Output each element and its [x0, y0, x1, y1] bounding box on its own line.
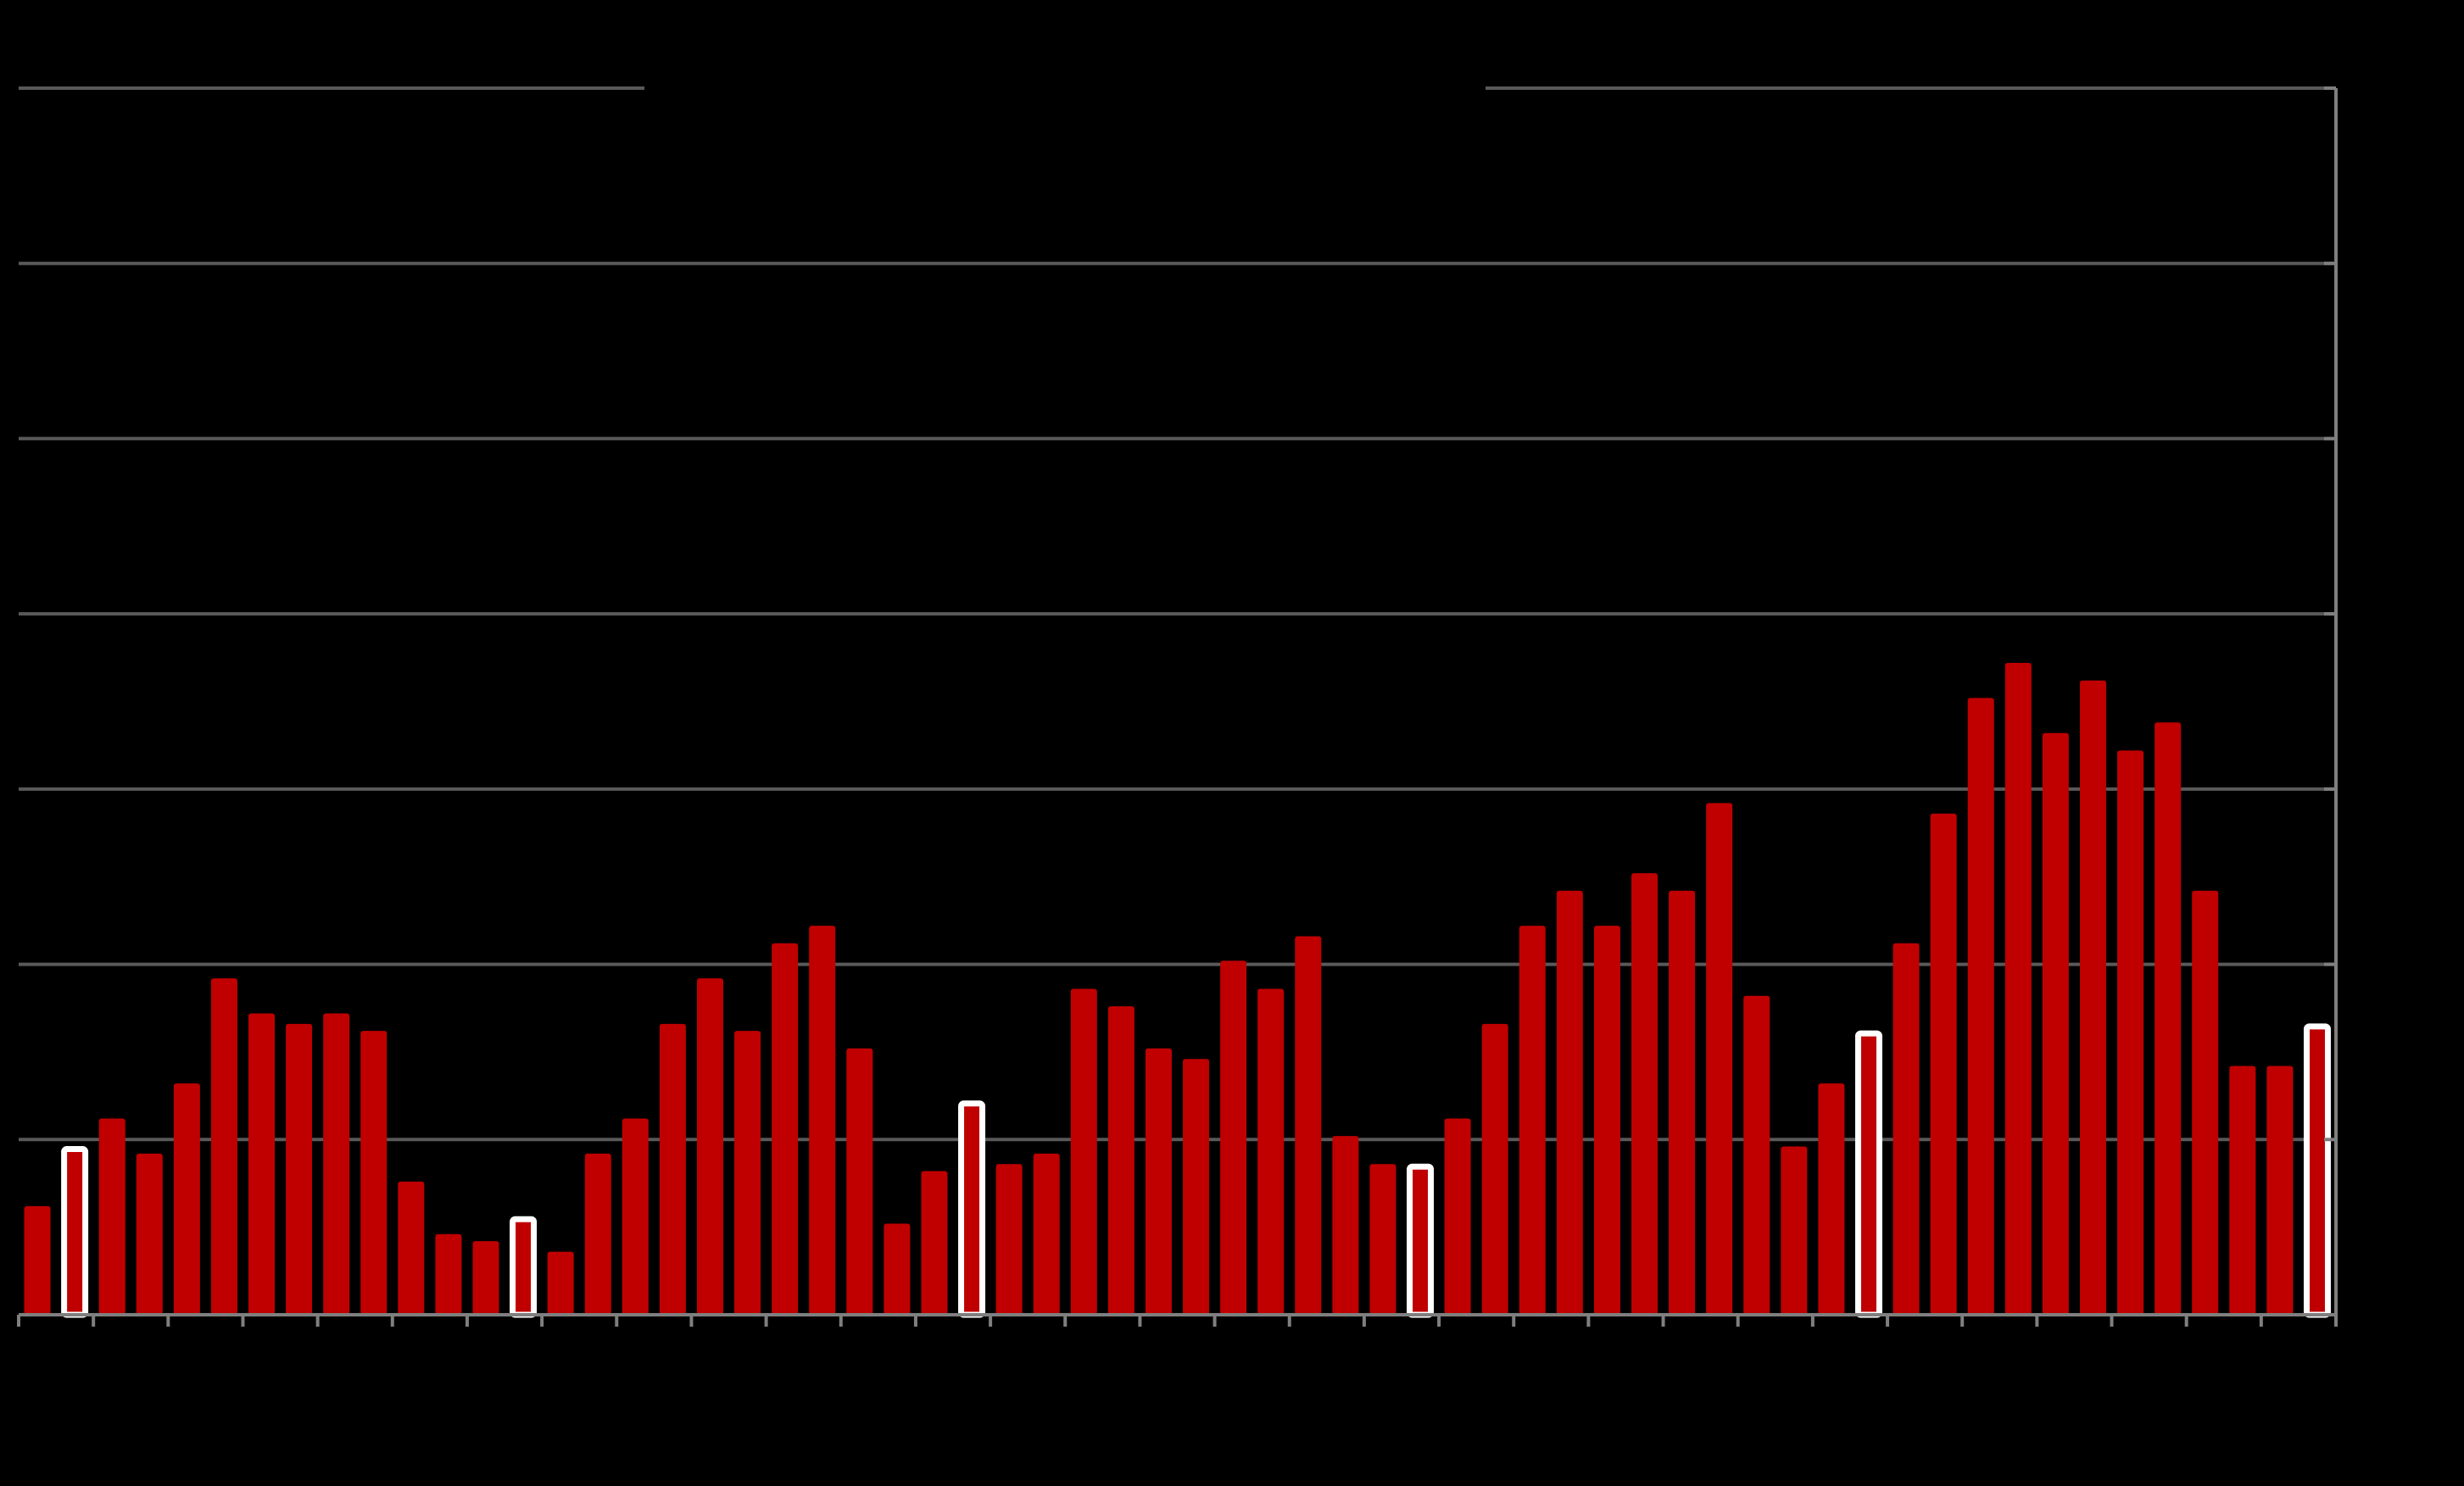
bar	[2192, 890, 2219, 1315]
bar	[472, 1241, 499, 1315]
bar	[1930, 813, 1957, 1315]
bar	[2004, 663, 2032, 1315]
bar	[1669, 890, 1696, 1315]
bar	[24, 1205, 51, 1315]
bar	[809, 926, 836, 1315]
bar	[248, 1013, 276, 1315]
bar	[1257, 988, 1285, 1315]
axes	[17, 86, 2338, 1327]
gridlines	[19, 86, 2336, 1142]
bar	[210, 978, 237, 1315]
bar	[1743, 995, 1770, 1315]
bar	[995, 1164, 1023, 1315]
bar-highlighted	[1854, 1030, 1882, 1318]
bar	[1818, 1083, 1845, 1315]
bar-highlighted	[510, 1216, 538, 1318]
bar	[2079, 680, 2106, 1315]
bar	[286, 1023, 313, 1315]
bar	[398, 1181, 425, 1315]
bar-highlighted	[61, 1146, 89, 1318]
bar	[2117, 750, 2144, 1315]
bars	[24, 663, 2331, 1318]
bar	[1220, 960, 1247, 1315]
bar	[1183, 1059, 1210, 1315]
bar-highlighted	[2303, 1023, 2331, 1318]
bar	[1556, 890, 1583, 1315]
bar-highlighted	[1407, 1163, 1435, 1318]
bar	[1444, 1118, 1471, 1315]
bar	[846, 1048, 873, 1315]
bar	[696, 978, 723, 1315]
bar	[1332, 1136, 1359, 1315]
bar	[1967, 698, 1994, 1315]
bar	[173, 1083, 200, 1315]
bar	[1369, 1164, 1396, 1315]
bar	[1033, 1153, 1060, 1315]
bar	[547, 1251, 574, 1315]
bar	[659, 1023, 686, 1315]
bar	[435, 1233, 462, 1315]
bar	[323, 1013, 350, 1315]
bar	[136, 1153, 163, 1315]
bar	[1295, 936, 1322, 1315]
bar	[772, 943, 799, 1315]
bar	[1781, 1146, 1808, 1315]
bar	[921, 1171, 948, 1315]
bar	[2229, 1066, 2256, 1315]
bar	[360, 1031, 387, 1315]
bar	[1519, 926, 1546, 1315]
bar	[884, 1223, 911, 1315]
bar	[1145, 1048, 1172, 1315]
bar	[734, 1031, 761, 1315]
bar	[584, 1153, 611, 1315]
bar	[98, 1118, 125, 1315]
bar	[1893, 943, 1920, 1315]
bar	[622, 1118, 649, 1315]
bar	[2155, 722, 2182, 1315]
bar	[2266, 1066, 2294, 1315]
bar	[1706, 803, 1733, 1315]
bar	[1070, 988, 1097, 1315]
bar	[2042, 732, 2069, 1315]
bar	[1631, 873, 1658, 1315]
bar	[1593, 926, 1620, 1315]
bar	[1481, 1023, 1508, 1315]
bar-highlighted	[958, 1100, 986, 1318]
bar	[1107, 1006, 1134, 1315]
